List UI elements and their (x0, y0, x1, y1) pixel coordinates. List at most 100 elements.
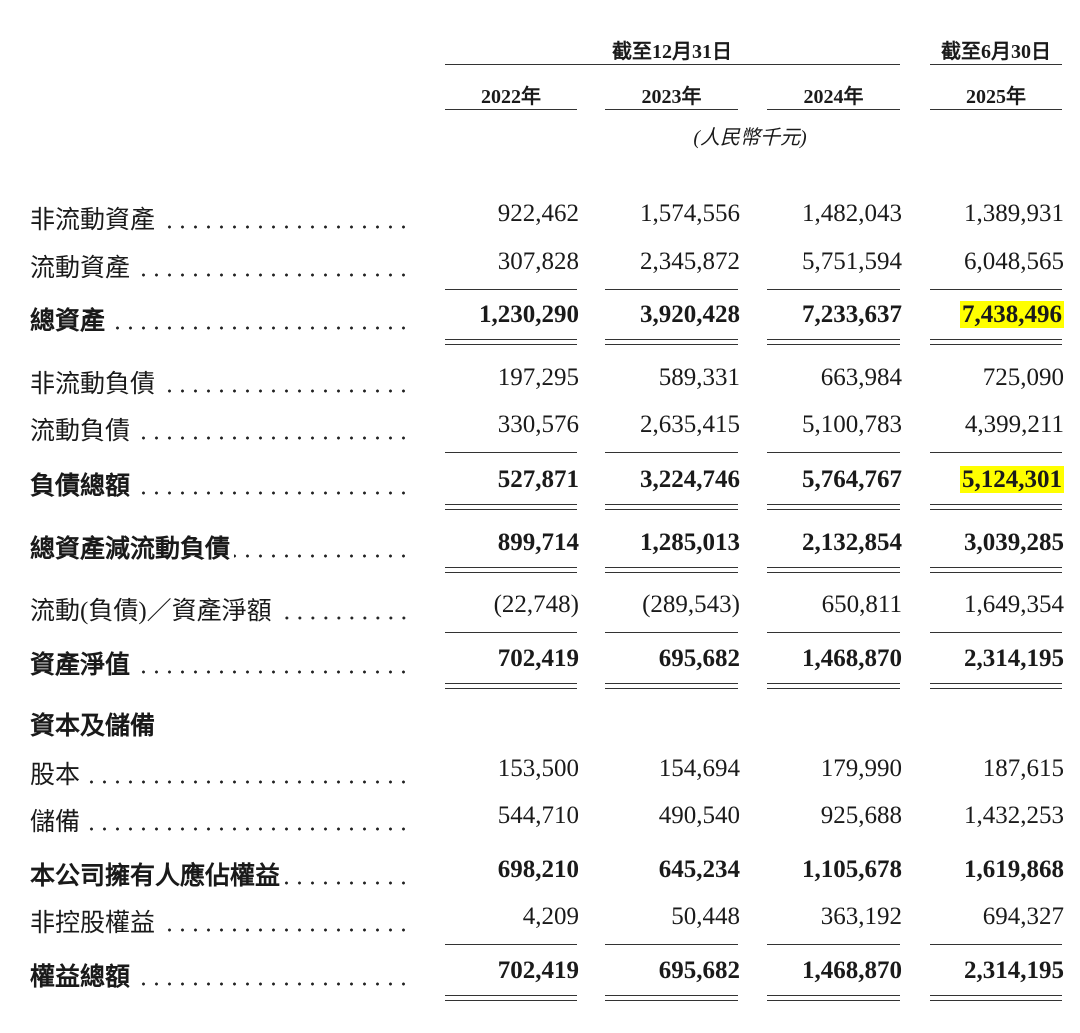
group-rule (930, 64, 1062, 65)
value-cell: 1,389,931 (910, 200, 1064, 228)
value-cell: 330,576 (425, 411, 579, 439)
value-cell: 1,432,253 (910, 802, 1064, 830)
value-cell: 1,468,870 (747, 957, 902, 985)
value-text: 3,920,428 (640, 301, 740, 328)
double-underline (605, 683, 738, 684)
underline (767, 944, 900, 945)
double-underline (930, 339, 1062, 340)
value-text: 5,100,783 (802, 411, 902, 438)
double-underline (605, 688, 738, 689)
value-text: 725,090 (982, 364, 1064, 391)
label-text: 流動(負債)／資產淨額 (30, 598, 272, 625)
year-header: 2025年 (966, 86, 1026, 108)
value-text: 6,048,565 (964, 248, 1064, 275)
value-text: 663,984 (820, 364, 902, 391)
double-underline (605, 572, 738, 573)
year-rule (767, 109, 900, 110)
dot-leader (134, 435, 410, 441)
value-text: (22,748) (493, 591, 579, 618)
double-underline (445, 683, 577, 684)
value-text: 7,233,637 (802, 301, 902, 328)
double-underline (445, 995, 577, 996)
value-cell: 2,314,195 (910, 645, 1064, 673)
value-cell: 2,314,195 (910, 957, 1064, 985)
row-label: 流動(負債)／資產淨額 (30, 591, 410, 627)
underline (930, 289, 1062, 290)
value-cell: 922,462 (425, 200, 579, 228)
row-label: 總資產 (30, 301, 410, 337)
row-label: 股本 (30, 755, 410, 791)
underline (445, 632, 577, 633)
double-underline (445, 688, 577, 689)
value-text: 3,224,746 (640, 466, 740, 493)
underline (445, 289, 577, 290)
value-cell: 2,635,415 (585, 411, 740, 439)
value-cell: 695,682 (585, 957, 740, 985)
value-text: 2,314,195 (964, 645, 1064, 672)
double-underline (445, 1000, 577, 1001)
row-label: 負債總額 (30, 466, 410, 502)
value-cell: 1,230,290 (425, 301, 579, 329)
double-underline (605, 995, 738, 996)
value-text: 187,615 (982, 755, 1064, 782)
value-cell: 695,682 (585, 645, 740, 673)
label-text: 股本 (30, 762, 81, 789)
value-text: 330,576 (497, 411, 579, 438)
value-cell: 490,540 (585, 802, 740, 830)
value-text: 1,285,013 (640, 529, 740, 556)
value-cell: 5,764,767 (747, 466, 902, 494)
value-cell: 663,984 (747, 364, 902, 392)
double-underline (445, 572, 577, 573)
value-text: 154,694 (658, 755, 740, 782)
label-text: 非流動負債 (30, 371, 156, 398)
double-underline (767, 344, 900, 345)
year-rule (445, 109, 577, 110)
dot-leader (134, 272, 410, 278)
value-cell: 1,468,870 (747, 645, 902, 673)
double-underline (930, 1000, 1062, 1001)
double-underline (930, 567, 1062, 568)
label-text: 權益總額 (30, 964, 131, 991)
value-cell: 179,990 (747, 755, 902, 783)
value-cell: 50,448 (585, 903, 740, 931)
value-text: 1,230,290 (479, 301, 579, 328)
double-underline (445, 339, 577, 340)
value-cell: 197,295 (425, 364, 579, 392)
value-text: 544,710 (497, 802, 579, 829)
dot-leader (134, 669, 410, 675)
group-rule (445, 64, 900, 65)
year-rule (930, 109, 1062, 110)
group-header: 截至6月30日 (941, 41, 1051, 63)
unit-label: (人民幣千元) (693, 127, 807, 149)
value-text: 1,649,354 (964, 591, 1064, 618)
value-cell: 702,419 (425, 957, 579, 985)
value-cell: 3,920,428 (585, 301, 740, 329)
value-cell: 544,710 (425, 802, 579, 830)
row-label: 非流動負債 (30, 364, 410, 400)
value-text: 307,828 (497, 248, 579, 275)
value-text: (289,543) (642, 591, 740, 618)
value-text: 1,574,556 (640, 200, 740, 227)
value-text: 1,389,931 (964, 200, 1064, 227)
value-cell: 650,811 (747, 591, 902, 619)
value-cell: 589,331 (585, 364, 740, 392)
dot-leader (134, 981, 410, 987)
value-cell: 1,285,013 (585, 529, 740, 557)
value-text: 50,448 (671, 903, 740, 930)
value-cell: 5,100,783 (747, 411, 902, 439)
double-underline (445, 344, 577, 345)
dot-leader (234, 553, 410, 559)
value-cell: 2,132,854 (747, 529, 902, 557)
value-text: 2,314,195 (964, 957, 1064, 984)
value-cell: 1,619,868 (910, 856, 1064, 884)
label-text: 負債總額 (30, 473, 131, 500)
value-text: 922,462 (497, 200, 579, 227)
double-underline (767, 688, 900, 689)
year-rule (605, 109, 738, 110)
double-underline (605, 504, 738, 505)
label-text: 非流動資產 (30, 207, 156, 234)
value-text: 899,714 (497, 529, 579, 556)
row-label: 儲備 (30, 802, 410, 838)
underline (445, 452, 577, 453)
dot-leader (84, 779, 410, 785)
